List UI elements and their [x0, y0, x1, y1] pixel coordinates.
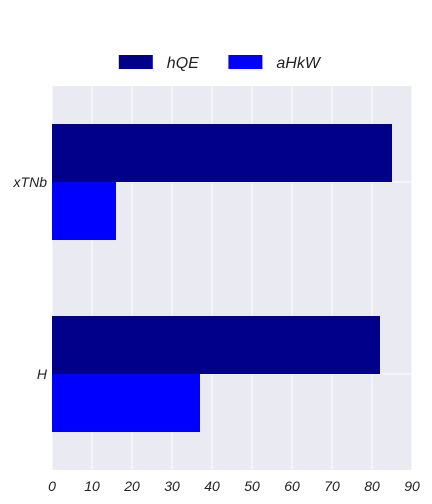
x-tick-label: 80: [364, 478, 380, 494]
legend-swatch: [118, 55, 153, 69]
x-tick-label: 50: [244, 478, 260, 494]
x-tick-label: 40: [204, 478, 220, 494]
legend-label: hQE: [167, 55, 199, 72]
x-tick-label: 70: [324, 478, 340, 494]
x-tick-label: 30: [164, 478, 180, 494]
bar-aHkW-H: [52, 374, 200, 432]
bars: [52, 124, 392, 432]
y-axis-categories: xTNb H: [13, 174, 48, 382]
y-category-label: H: [37, 366, 48, 382]
legend-item-aHkW: aHkW: [228, 55, 322, 72]
legend: hQE aHkW: [118, 55, 322, 72]
y-category-label: xTNb: [13, 174, 48, 190]
legend-label: aHkW: [276, 55, 321, 72]
legend-swatch: [228, 55, 263, 69]
bar-hQE-H: [52, 316, 380, 374]
x-tick-label: 0: [48, 478, 56, 494]
bar-aHkW-xTNb: [52, 182, 116, 240]
x-tick-label: 60: [284, 478, 300, 494]
bar-hQE-xTNb: [52, 124, 392, 182]
legend-item-hQE: hQE: [118, 55, 199, 72]
x-tick-label: 90: [404, 478, 420, 494]
x-tick-label: 10: [84, 478, 100, 494]
x-axis-ticks: 0 10 20 30 40 50 60 70 80 90: [48, 478, 420, 494]
x-tick-label: 20: [123, 478, 140, 494]
